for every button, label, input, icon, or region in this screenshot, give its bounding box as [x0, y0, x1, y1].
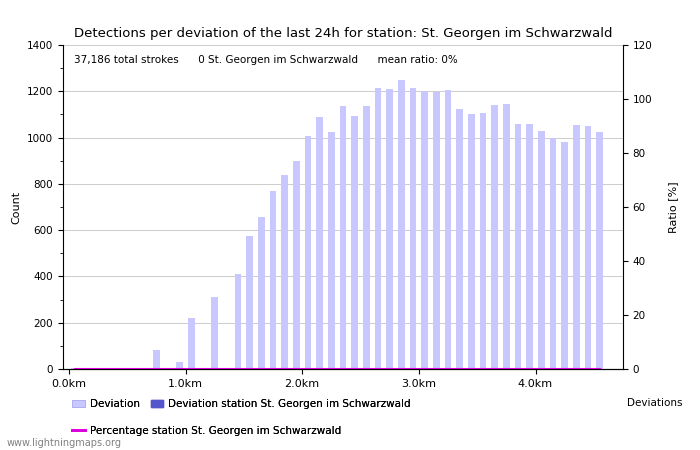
- Bar: [374, 88, 382, 369]
- Bar: [71, 368, 78, 369]
- Bar: [386, 89, 393, 369]
- Legend: Deviation, Deviation station St. Georgen im Schwarzwald: Deviation, Deviation station St. Georgen…: [68, 395, 415, 413]
- Bar: [363, 106, 370, 369]
- Bar: [550, 138, 556, 369]
- Y-axis label: Ratio [%]: Ratio [%]: [668, 181, 678, 233]
- Bar: [410, 88, 416, 369]
- Bar: [258, 217, 265, 369]
- Text: Deviations: Deviations: [626, 398, 682, 408]
- Bar: [480, 113, 486, 369]
- Bar: [421, 91, 428, 369]
- Bar: [468, 114, 475, 369]
- Text: www.lightningmaps.org: www.lightningmaps.org: [7, 438, 122, 448]
- Bar: [223, 368, 230, 369]
- Bar: [246, 236, 253, 369]
- Bar: [584, 126, 592, 369]
- Bar: [503, 104, 510, 369]
- Bar: [316, 117, 323, 369]
- Bar: [596, 132, 603, 369]
- Bar: [351, 116, 358, 369]
- Bar: [293, 161, 300, 369]
- Legend: Percentage station St. Georgen im Schwarzwald: Percentage station St. Georgen im Schwar…: [68, 422, 346, 440]
- Bar: [398, 80, 405, 369]
- Bar: [199, 368, 206, 369]
- Bar: [526, 124, 533, 369]
- Bar: [340, 106, 346, 369]
- Text: 37,186 total strokes      0 St. Georgen im Schwarzwald      mean ratio: 0%: 37,186 total strokes 0 St. Georgen im Sc…: [74, 55, 458, 65]
- Bar: [211, 297, 218, 369]
- Bar: [561, 142, 568, 369]
- Bar: [234, 274, 241, 369]
- Bar: [304, 136, 312, 369]
- Bar: [491, 105, 498, 369]
- Bar: [444, 90, 452, 369]
- Title: Detections per deviation of the last 24h for station: St. Georgen im Schwarzwald: Detections per deviation of the last 24h…: [74, 27, 612, 40]
- Bar: [573, 125, 580, 369]
- Bar: [538, 130, 545, 369]
- Bar: [270, 191, 276, 369]
- Bar: [176, 362, 183, 369]
- Bar: [281, 175, 288, 369]
- Bar: [188, 318, 195, 369]
- Bar: [433, 92, 440, 369]
- Bar: [514, 124, 522, 369]
- Bar: [328, 132, 335, 369]
- Bar: [153, 351, 160, 369]
- Y-axis label: Count: Count: [11, 190, 22, 224]
- Bar: [456, 108, 463, 369]
